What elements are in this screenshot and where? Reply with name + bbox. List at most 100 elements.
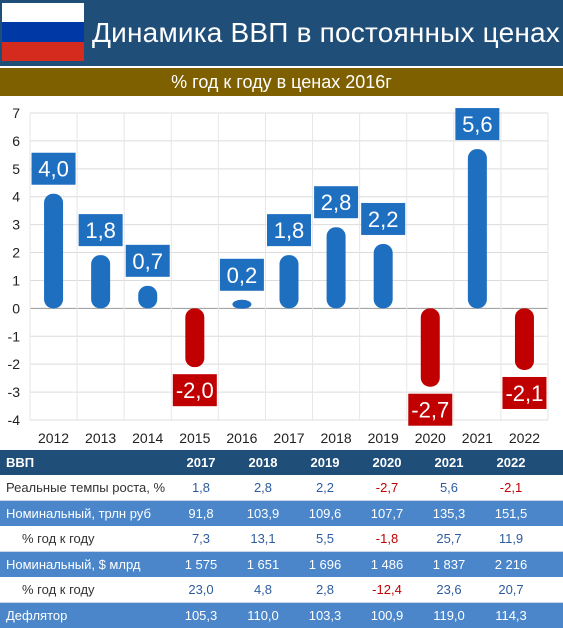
table-cell: 2,8: [315, 582, 335, 597]
y-tick-label: -4: [8, 412, 21, 428]
table-cell: 25,7: [436, 531, 462, 546]
x-tick-label: 2014: [132, 430, 163, 446]
x-tick-label: 2017: [273, 430, 304, 446]
table-cell: 5,6: [439, 480, 459, 495]
table-cell: 2,8: [253, 480, 273, 495]
gdp-table: ВВП 2017 2018 2019 2020 2021 2022 Реальн…: [0, 450, 563, 628]
y-tick-label: -3: [8, 384, 21, 400]
x-tick-label: 2016: [226, 430, 257, 446]
russia-flag-icon: [2, 3, 84, 61]
x-tick-label: 2015: [179, 430, 210, 446]
row-label: Номинальный, трлн руб: [6, 506, 151, 521]
table-cell: 105,3: [184, 608, 218, 623]
y-tick-label: 0: [12, 300, 20, 316]
x-tick-label: 2020: [415, 430, 446, 446]
table-row-usd-yoy: % год к году 23,0 4,8 2,8 -12,4 23,6 20,…: [0, 577, 563, 603]
data-label-box: [455, 108, 500, 141]
row-label: Реальные темпы роста, %: [6, 480, 166, 495]
bar: [279, 255, 299, 309]
data-label-box: [408, 393, 453, 426]
data-label-box: [314, 186, 359, 219]
table-row-rub-yoy: % год к году 7,3 13,1 5,5 -1,8 25,7 11,9: [0, 526, 563, 552]
table-cell: -12,4: [372, 582, 402, 597]
table-cell: -2,7: [375, 480, 399, 495]
table-cell: 7,3: [191, 531, 211, 546]
bar: [232, 299, 252, 309]
bar: [514, 308, 534, 370]
table-cell: 23,0: [188, 582, 214, 597]
table-cell: 110,0: [247, 608, 279, 623]
table-cell: 107,7: [370, 506, 404, 521]
row-label: Дефлятор: [6, 608, 68, 623]
table-header-year: 2020: [372, 455, 402, 470]
table-cell: 100,9: [370, 608, 404, 623]
table-row-deflator: Дефлятор 105,3 110,0 103,3 100,9 119,0 1…: [0, 603, 563, 628]
y-tick-label: 7: [12, 105, 20, 121]
table-row-nominal-usd: Номинальный, $ млрд 1 575 1 651 1 696 1 …: [0, 552, 563, 577]
table-cell: 1 575: [184, 557, 218, 572]
data-label-box: [172, 374, 217, 407]
data-label: 0,7: [132, 249, 163, 274]
table-cell: 91,8: [188, 506, 214, 521]
table-cell: -2,1: [499, 480, 523, 495]
data-label-box: [219, 258, 264, 291]
table-cell: 23,6: [436, 582, 462, 597]
x-tick-label: 2022: [509, 430, 540, 446]
data-label: 4,0: [38, 157, 69, 182]
table-cell: 1 696: [308, 557, 342, 572]
y-tick-label: -2: [8, 356, 21, 372]
x-tick-label: 2018: [321, 430, 352, 446]
flag-stripe-white: [2, 3, 84, 23]
table-header-year: 2021: [434, 455, 464, 470]
table-cell: 20,7: [498, 582, 524, 597]
data-label-box: [78, 214, 123, 247]
table-cell: 5,5: [315, 531, 335, 546]
table-cell: 1,8: [191, 480, 211, 495]
data-label: 2,8: [321, 190, 352, 215]
x-tick-label: 2013: [85, 430, 116, 446]
data-label-box: [125, 244, 170, 277]
y-tick-label: 6: [12, 133, 20, 149]
data-label: 0,2: [227, 263, 258, 288]
y-tick-label: 2: [12, 245, 20, 261]
bar: [467, 149, 487, 309]
table-row-nominal-rub: Номинальный, трлн руб 91,8 103,9 109,6 1…: [0, 501, 563, 526]
y-tick-label: 4: [12, 189, 20, 205]
flag-stripe-blue: [2, 22, 84, 42]
data-label: -2,0: [176, 378, 214, 403]
data-label-box: [31, 152, 76, 185]
bar: [373, 243, 393, 309]
bar: [138, 285, 158, 309]
bar: [91, 255, 111, 309]
table-cell: 4,8: [253, 582, 273, 597]
table-cell: 151,5: [494, 506, 528, 521]
bar: [44, 193, 64, 309]
table-cell: 2,2: [315, 480, 335, 495]
x-tick-label: 2019: [368, 430, 399, 446]
table-header-row: ВВП 2017 2018 2019 2020 2021 2022: [0, 450, 563, 475]
header-bar: Динамика ВВП в постоянных ценах: [0, 0, 563, 66]
table-cell: 114,3: [495, 608, 527, 623]
table-header-label: ВВП: [6, 455, 35, 470]
table-cell: 103,9: [246, 506, 280, 521]
table-cell: 2 216: [494, 557, 528, 572]
y-tick-label: -1: [8, 328, 21, 344]
table-header-year: 2022: [496, 455, 526, 470]
table-header-year: 2018: [248, 455, 278, 470]
page-title: Динамика ВВП в постоянных ценах: [92, 17, 560, 48]
table-header-year: 2017: [186, 455, 216, 470]
data-label: 2,2: [368, 207, 399, 232]
x-tick-label: 2012: [38, 430, 69, 446]
bar: [185, 308, 205, 368]
table-cell: 109,6: [308, 506, 342, 521]
data-label: 1,8: [274, 218, 305, 243]
data-label-box: [267, 214, 311, 247]
row-label: % год к году: [22, 531, 95, 546]
y-tick-label: 5: [12, 161, 20, 177]
chart-subtitle: % год к году в ценах 2016г: [0, 66, 563, 96]
y-tick-label: 3: [12, 217, 20, 233]
table-row-real-growth: Реальные темпы роста, % 1,8 2,8 2,2 -2,7…: [0, 475, 563, 501]
data-label-box: [502, 376, 547, 409]
row-label: % год к году: [22, 582, 95, 597]
